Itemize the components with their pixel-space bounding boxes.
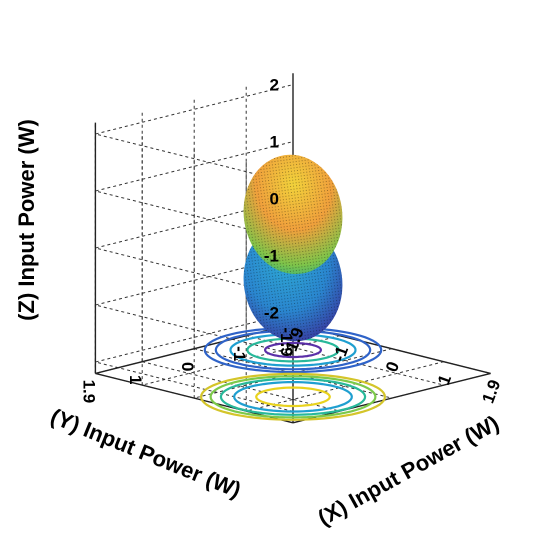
contour-ring [203, 326, 383, 374]
grid-line [95, 255, 294, 355]
grid-line [95, 312, 294, 412]
x-axis-label: (X) Input Power (W) [314, 410, 504, 530]
contour-ring [209, 375, 377, 419]
contour-ring [219, 377, 367, 416]
contour-ring [255, 386, 331, 408]
z-tick-label: 1 [270, 133, 279, 152]
x-tick-label: -1 [329, 343, 352, 364]
contour-ring [214, 329, 372, 371]
contour-ring [199, 372, 387, 421]
grid-line [95, 141, 294, 241]
y-axis-label: (Y) Input Power (W) [47, 403, 244, 502]
z-tick-label: -2 [264, 304, 279, 323]
y-tick-label: 1 [126, 375, 145, 384]
grid-line [95, 198, 294, 298]
y-tick-label: -1 [230, 346, 249, 361]
grid-line [246, 335, 444, 386]
y-tick-label: -1.9 [277, 327, 296, 356]
y-tick-label: 1.9 [79, 380, 98, 404]
contour-ring [263, 341, 323, 359]
grid-line [142, 361, 340, 412]
contour-ring [229, 333, 357, 367]
z-tick-label: 0 [270, 190, 279, 209]
contour-ring [233, 381, 353, 413]
z-axis-label: (Z) Input Power (W) [14, 119, 39, 321]
z-tick-label: -1 [264, 247, 279, 266]
x-tick-label: 1.9 [478, 377, 504, 406]
x-tick-label: 0 [382, 359, 403, 374]
grid-line [95, 84, 294, 184]
grid-line [142, 335, 340, 386]
ellipsoid-surfaces [243, 154, 343, 342]
z-tick-label: 2 [270, 76, 279, 95]
contour-lines [199, 326, 387, 421]
x-tick-label: 1 [434, 372, 455, 387]
contour-ring [246, 337, 340, 363]
grid-line [246, 361, 444, 412]
y-tick-label: 0 [178, 362, 197, 371]
surface-mesh-texture [243, 154, 343, 275]
